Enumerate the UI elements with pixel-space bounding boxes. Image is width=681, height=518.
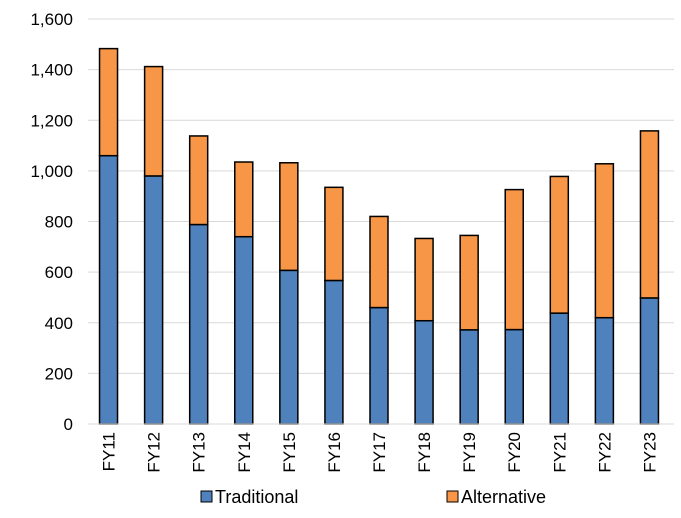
bar-alternative-fy23 — [639, 130, 660, 299]
y-tick-label: 1,600 — [30, 10, 73, 29]
bar-alternative-fy20 — [504, 188, 524, 331]
x-tick-label: FY13 — [190, 432, 209, 473]
bar-alternative-fy22 — [594, 163, 615, 319]
x-tick-label: FY12 — [145, 432, 164, 473]
x-tick-label: FY16 — [325, 432, 344, 473]
x-tick-label: FY11 — [100, 432, 119, 471]
bar-alternative-fy14 — [234, 161, 254, 238]
bar-traditional-fy23 — [639, 297, 660, 425]
bar-traditional-fy20 — [504, 328, 524, 425]
legend-label-traditional: Traditional — [215, 487, 298, 507]
bar-traditional-fy15 — [279, 269, 299, 425]
bar-alternative-fy15 — [279, 162, 299, 272]
x-tick-label: FY22 — [595, 432, 614, 473]
y-tick-label: 1,400 — [30, 61, 73, 80]
y-tick-label: 200 — [45, 364, 73, 383]
y-tick-label: 0 — [64, 415, 73, 434]
legend-swatch-alternative — [446, 490, 459, 503]
bar-traditional-fy14 — [234, 235, 254, 425]
bar-traditional-fy13 — [188, 223, 209, 425]
bar-traditional-fy22 — [594, 316, 615, 425]
x-tick-label: FY23 — [640, 432, 659, 473]
bar-traditional-fy21 — [549, 312, 570, 425]
y-tick-label: 1,000 — [30, 162, 73, 181]
legend-swatch-traditional — [200, 490, 213, 503]
bar-alternative-fy18 — [414, 237, 434, 322]
bar-traditional-fy17 — [369, 306, 389, 425]
y-tick-label: 800 — [45, 213, 73, 232]
bar-alternative-fy12 — [143, 65, 164, 177]
x-tick-label: FY14 — [235, 432, 254, 473]
bar-traditional-fy18 — [414, 319, 434, 425]
x-tick-label: FY19 — [460, 432, 479, 473]
x-tick-label: FY18 — [415, 432, 434, 473]
y-tick-label: 400 — [45, 314, 73, 333]
bar-traditional-fy12 — [143, 175, 164, 425]
legend: Traditional Alternative — [200, 487, 546, 507]
x-tick-label: FY20 — [505, 432, 524, 473]
bar-alternative-fy17 — [369, 215, 389, 309]
bars — [98, 47, 660, 425]
bar-traditional-fy16 — [324, 279, 344, 425]
x-tick-label: FY15 — [280, 432, 299, 473]
y-tick-label: 1,200 — [30, 111, 73, 130]
bar-alternative-fy21 — [549, 175, 570, 314]
bar-alternative-fy16 — [324, 186, 344, 282]
y-tick-label: 600 — [45, 263, 73, 282]
x-tick-label: FY17 — [370, 432, 389, 473]
legend-label-alternative: Alternative — [461, 487, 546, 507]
bar-alternative-fy11 — [98, 47, 119, 157]
bar-traditional-fy19 — [459, 329, 479, 425]
x-tick-label: FY21 — [550, 432, 569, 473]
bar-alternative-fy19 — [459, 234, 479, 331]
bar-traditional-fy11 — [98, 154, 119, 425]
bar-alternative-fy13 — [188, 135, 209, 226]
axes: 0 200 400 600 800 1,000 1,200 1,400 1,600 FY11 FY1… — [30, 10, 674, 473]
